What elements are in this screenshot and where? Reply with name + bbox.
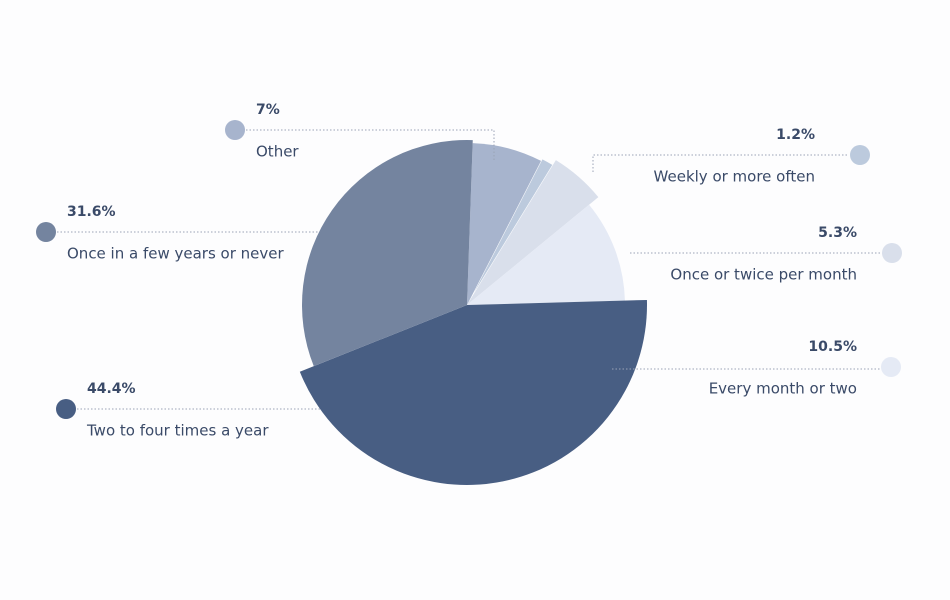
pie-slice [467, 143, 542, 305]
value-label: 1.2% [776, 127, 815, 143]
category-label: Two to four times a year [86, 422, 269, 440]
value-label: 31.6% [67, 204, 116, 220]
category-label: Every month or two [709, 380, 857, 398]
legend-dot [225, 120, 245, 140]
pie-slice [302, 140, 473, 367]
category-label: Weekly or more often [654, 168, 815, 186]
pie-slice [473, 159, 553, 293]
value-label: 10.5% [808, 339, 857, 355]
category-label: Once in a few years or never [67, 245, 285, 263]
legend-dot [850, 145, 870, 165]
legend-dot [36, 222, 56, 242]
pie-slice [467, 204, 625, 305]
value-label: 5.3% [818, 225, 857, 241]
legend-dot [881, 357, 901, 377]
legend-dot [882, 243, 902, 263]
category-label: Other [256, 143, 299, 161]
value-label: 44.4% [87, 381, 136, 397]
pie-slice [467, 160, 599, 305]
legend-dot [56, 399, 76, 419]
pie-slice [299, 299, 647, 486]
value-label: 7% [256, 102, 280, 118]
category-label: Once or twice per month [670, 266, 857, 284]
